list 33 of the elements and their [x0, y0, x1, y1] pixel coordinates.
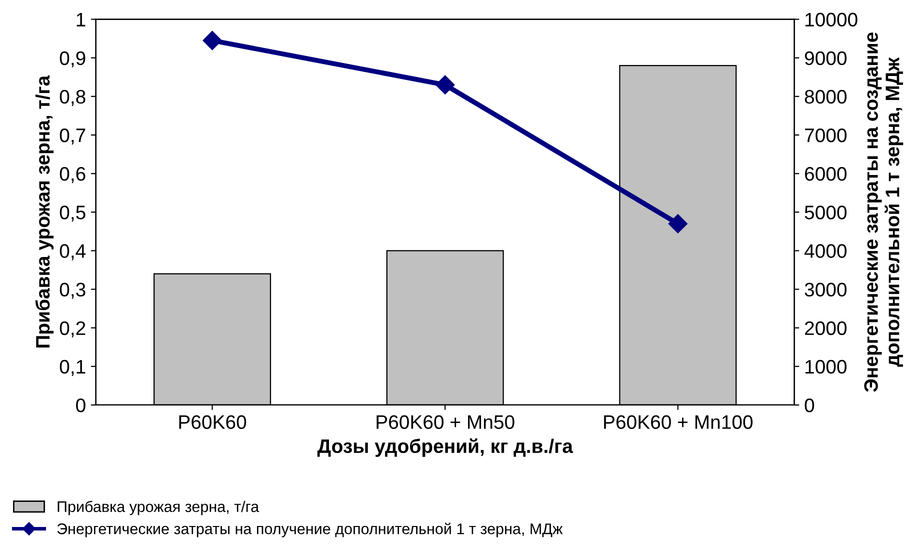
- y2-tick-label: 8000: [804, 90, 847, 104]
- y-tick-label: 0,4: [60, 244, 86, 260]
- y2-tick-label: 9000: [804, 51, 847, 66]
- y2-tick-label: 7000: [805, 128, 847, 142]
- x-tick-label: P60K60 + Mn50: [376, 415, 514, 429]
- y-tick-label: 0,6: [60, 167, 86, 184]
- y2-tick-label: 2000: [805, 321, 847, 336]
- y-tick-label: 0,5: [60, 206, 86, 222]
- legend-label: Энергетические затраты на получение дополнительной 1 т зерна, МДж: [57, 522, 563, 538]
- y-tick-label: 0,2: [60, 321, 86, 338]
- y-tick-label: 0,9: [60, 51, 86, 68]
- y2-axis-title: Энергетические затраты на создание дополнительной 1 т зерна, МДж: [864, 32, 904, 392]
- y-tick-label: 0,1: [60, 360, 86, 376]
- y-tick-label: 0: [76, 398, 86, 412]
- legend-label: Прибавка урожая зерна, т/га: [58, 500, 260, 516]
- y2-tick-label: 4000: [804, 244, 847, 258]
- x-tick-label: P60K60 + Mn100: [604, 415, 753, 429]
- x-tick-label: P60K60: [179, 415, 246, 429]
- y2-tick-label: 5000: [804, 206, 847, 220]
- y-tick-label: 1: [76, 12, 86, 26]
- y2-tick-label: 10000: [806, 12, 858, 27]
- point: [668, 214, 688, 234]
- y2-tick-label: 1000: [806, 360, 847, 374]
- y-tick-label: 0,8: [60, 90, 86, 106]
- y-axis-title: Прибавка урожая зерна, т/га: [35, 75, 54, 348]
- y2-tick-label: 0: [804, 398, 814, 412]
- x-axis-title: Дозы удобрений, кг д.в./га: [317, 438, 574, 457]
- y-tick-label: 0,3: [60, 282, 86, 299]
- y-tick-label: 0,7: [60, 128, 86, 145]
- point: [436, 75, 455, 94]
- y2-tick-label: 6000: [805, 167, 847, 181]
- y2-tick-label: 3000: [804, 282, 847, 297]
- point: [202, 30, 222, 50]
